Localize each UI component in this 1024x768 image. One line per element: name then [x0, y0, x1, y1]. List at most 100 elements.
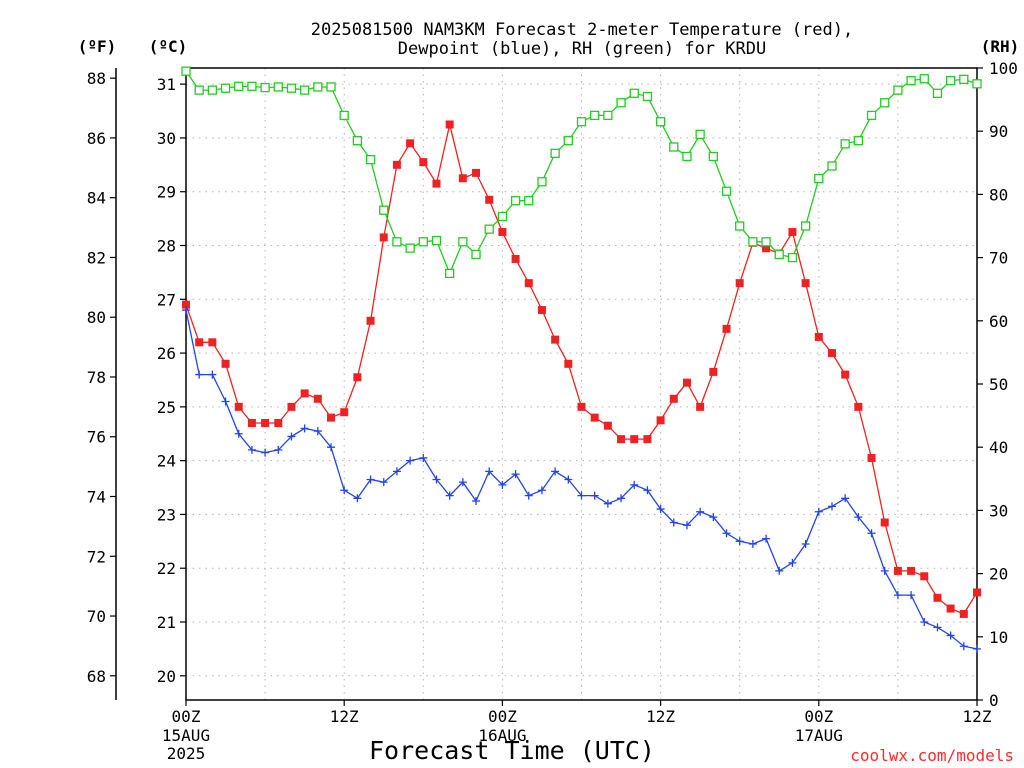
dewpoint-point: [775, 566, 784, 575]
dewpoint-point: [511, 470, 520, 479]
temperature-point: [432, 179, 441, 188]
rh-point: [405, 243, 415, 253]
fahrenheit-tick-label: 68: [87, 667, 106, 686]
rh-tick-label: 90: [989, 122, 1008, 141]
dewpoint-point: [537, 486, 546, 495]
x-axis-label: Forecast Time (UTC): [369, 736, 655, 765]
x-tick-label: 00Z: [488, 707, 517, 726]
dewpoint-point: [735, 537, 744, 546]
rh-point: [721, 186, 732, 196]
temperature-point: [445, 120, 454, 129]
temperature-point: [537, 306, 546, 315]
rh-point: [787, 252, 798, 263]
rh-point: [247, 81, 257, 91]
rh-point: [497, 211, 508, 222]
dewpoint-point: [406, 456, 415, 465]
temperature-point: [669, 394, 678, 403]
rh-tick-label: 30: [989, 501, 1008, 520]
celsius-tick-label: 28: [157, 236, 176, 255]
temperature-point: [788, 228, 797, 237]
temperature-point: [221, 359, 230, 368]
rh-point: [800, 221, 811, 231]
x-tick-date-label: 17AUG: [795, 726, 843, 745]
rh-point: [814, 173, 824, 184]
dewpoint-point: [458, 478, 467, 487]
temperature-point: [353, 373, 362, 382]
rh-point: [458, 237, 468, 247]
rh-point: [273, 82, 283, 92]
rh-point: [234, 81, 244, 91]
rh-point: [352, 136, 363, 146]
rh-point: [748, 237, 758, 247]
rh-point: [906, 75, 916, 86]
rh-point: [339, 110, 349, 121]
temperature-point: [933, 593, 942, 602]
temperature-point: [472, 168, 481, 177]
rh-point: [603, 110, 613, 121]
dewpoint-point: [498, 480, 507, 489]
rh-point: [682, 151, 692, 162]
dewpoint-point: [577, 491, 586, 500]
temperature-point: [893, 566, 902, 575]
rh-point: [840, 139, 850, 149]
dewpoint-point: [313, 427, 322, 436]
rh-point: [445, 268, 455, 279]
rh-point: [379, 205, 389, 215]
dewpoint-point: [854, 513, 863, 522]
x-tick-label: 12Z: [963, 707, 992, 726]
temperature-point: [208, 338, 217, 347]
temperature-point: [511, 254, 520, 263]
dewpoint-point: [445, 491, 454, 500]
dewpoint-point: [261, 448, 270, 457]
fahrenheit-tick-label: 82: [87, 248, 106, 267]
celsius-tick-label: 23: [157, 505, 176, 524]
fahrenheit-tick-label: 86: [87, 129, 106, 148]
rh-point: [972, 79, 982, 89]
fahrenheit-tick-label: 88: [87, 69, 106, 88]
temperature-point: [590, 413, 599, 422]
rh-point: [431, 235, 442, 246]
temperature-point: [274, 418, 283, 427]
temperature-point: [195, 338, 204, 347]
fahrenheit-tick-label: 72: [87, 547, 106, 566]
rh-tick-label: 70: [989, 249, 1008, 268]
celsius-tick-label: 26: [157, 344, 176, 363]
temperature-point: [867, 453, 876, 462]
dewpoint-point: [524, 491, 533, 500]
rh-point: [919, 74, 929, 84]
dewpoint-point: [946, 631, 955, 640]
temperature-point: [577, 402, 586, 411]
dewpoint-point: [920, 618, 929, 627]
temperature-point: [327, 413, 336, 422]
rh-point: [510, 196, 521, 206]
rh-point: [655, 117, 666, 127]
temperature-point: [630, 435, 639, 444]
temperature-point: [735, 279, 744, 288]
rh-point: [853, 136, 863, 146]
temperature-point: [340, 408, 349, 417]
dewpoint-point: [682, 521, 691, 530]
celsius-tick-label: 29: [157, 183, 176, 202]
temperature-point: [287, 402, 296, 411]
dewpoint-point: [801, 540, 810, 549]
temperature-point: [234, 402, 243, 411]
temperature-point: [827, 349, 836, 358]
celsius-tick-label: 22: [157, 559, 176, 578]
temperature-point: [643, 435, 652, 444]
temperature-point: [920, 572, 929, 581]
temperature-point: [458, 174, 467, 183]
dewpoint-point: [379, 478, 388, 487]
rh-point: [260, 82, 270, 93]
rh-point: [880, 98, 890, 108]
x-tick-label: 12Z: [646, 707, 675, 726]
temperature-point: [959, 609, 968, 618]
dewpoint-point: [722, 529, 731, 538]
dewpoint-point: [485, 467, 494, 476]
rh-tick-label: 80: [989, 185, 1008, 204]
rh-tick-label: 40: [989, 438, 1008, 457]
rh-tick-label: 10: [989, 628, 1008, 647]
rh-point: [893, 85, 903, 95]
temperature-point: [406, 139, 415, 148]
celsius-tick-label: 24: [157, 452, 176, 471]
